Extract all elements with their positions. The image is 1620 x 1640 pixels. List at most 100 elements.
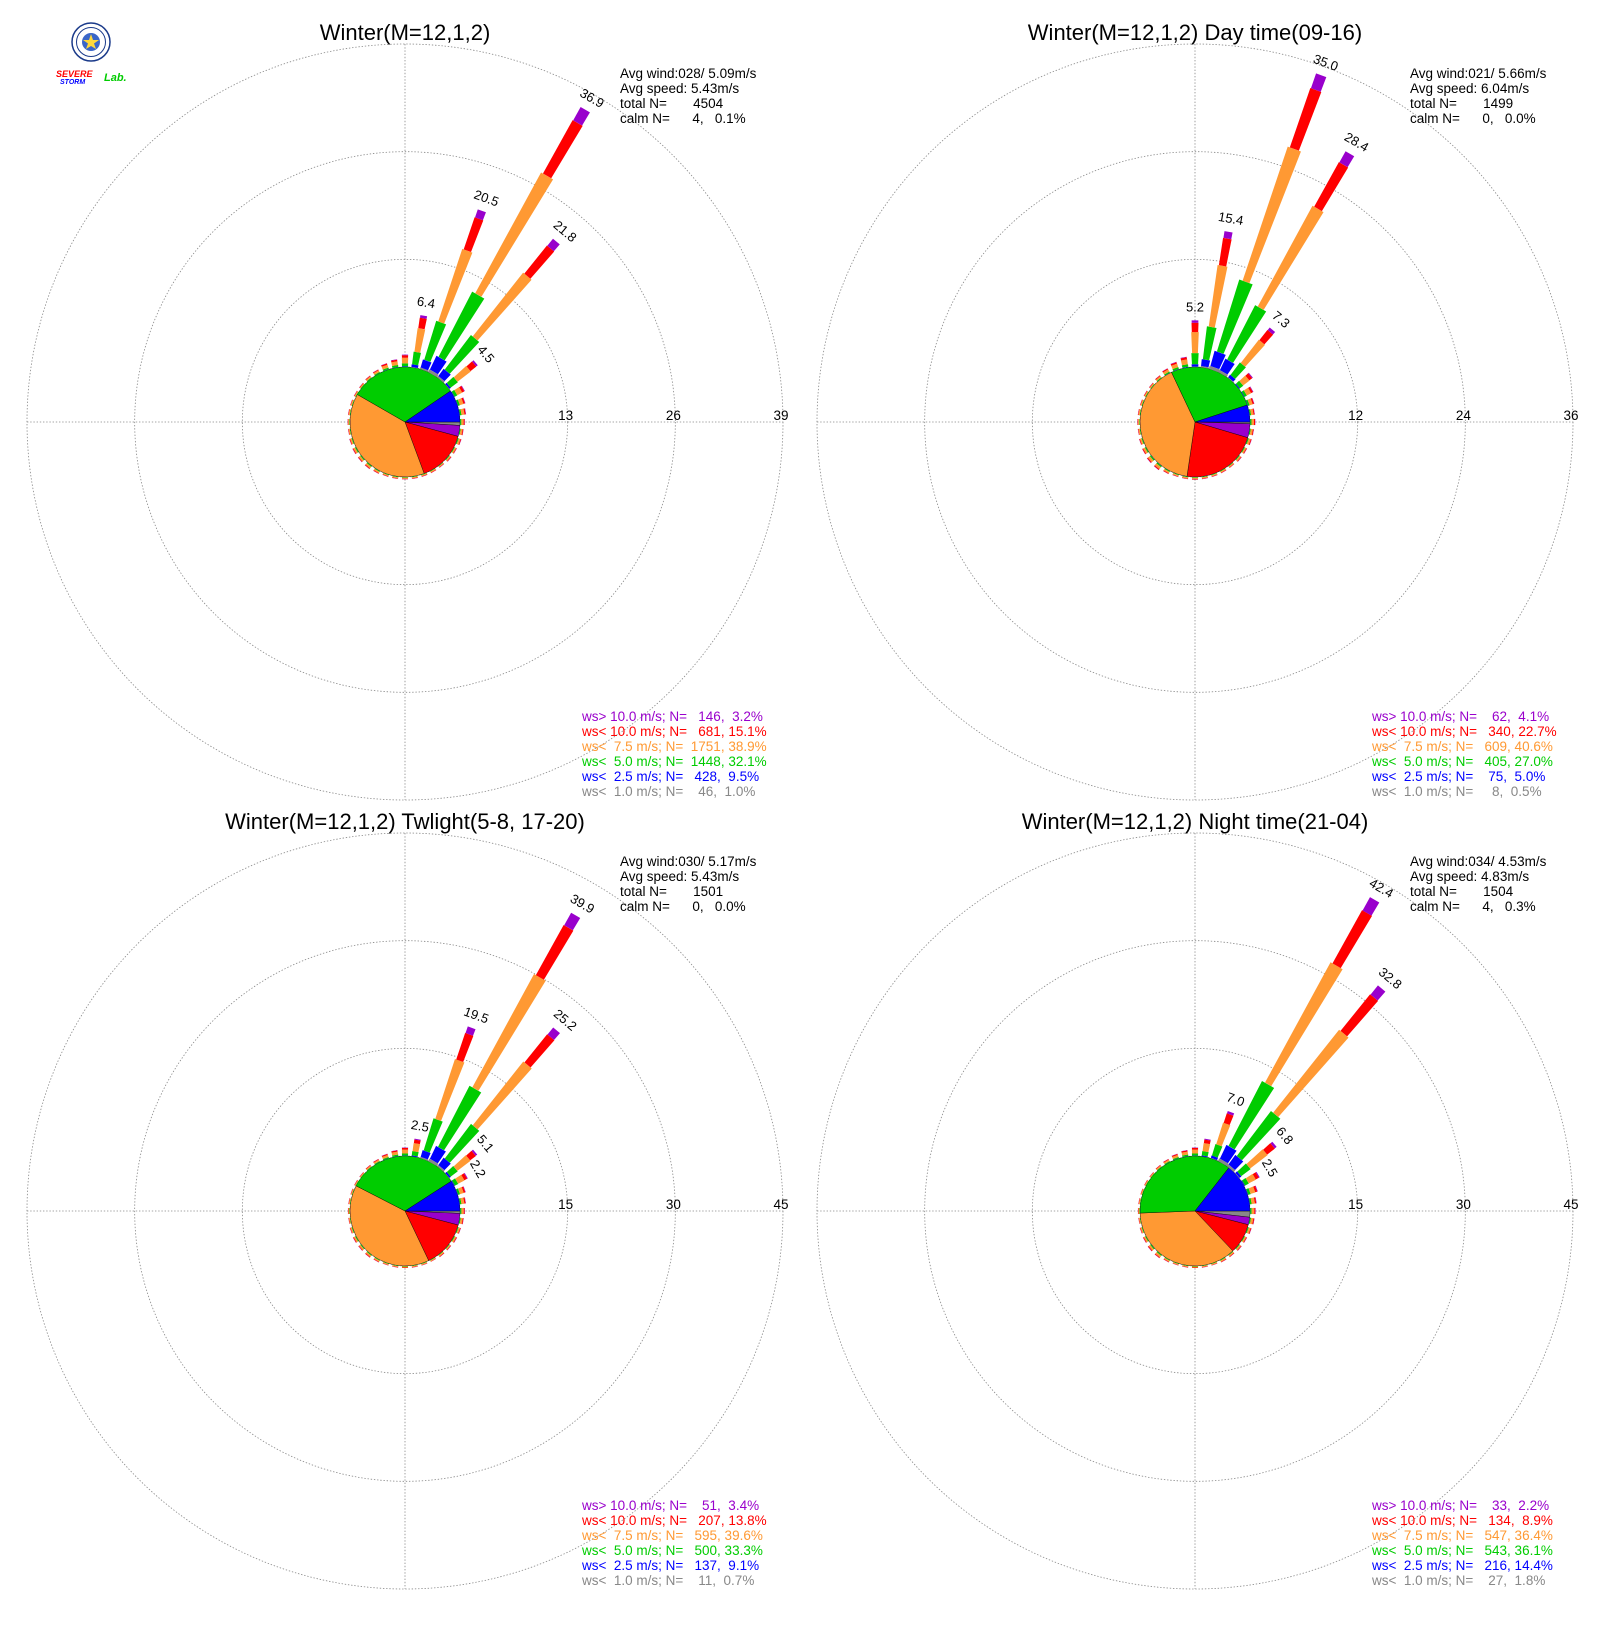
bar-segment-lt1	[1245, 400, 1248, 407]
bar-segment-lt10	[373, 1158, 379, 1163]
bar-segment-gt10	[1249, 439, 1252, 446]
bar-segment-gt10	[472, 360, 478, 367]
bar-segment-lt7_5	[1163, 1257, 1170, 1262]
bar-segment-lt2_5	[374, 372, 381, 376]
bar-segment-lt7_5	[373, 1257, 380, 1262]
bar-segment-gt10	[471, 1149, 478, 1156]
bar-segment-lt2_5	[1157, 1166, 1163, 1171]
bar-segment-lt7_5	[1247, 398, 1253, 406]
bar-segment-lt7_5	[1257, 205, 1324, 310]
bar-segment-gt10	[1172, 474, 1179, 478]
bar-segment-gt10	[1144, 1179, 1148, 1186]
bar-segment-gt10	[1226, 1110, 1235, 1116]
bar-segment-gt10	[573, 107, 590, 126]
bar-segment-gt10	[381, 363, 387, 366]
bar-segment-lt2_5	[1210, 350, 1226, 370]
bar-segment-lt10	[1237, 456, 1242, 462]
bar-segment-lt5	[444, 1123, 480, 1163]
bar-segment-lt10	[463, 1207, 465, 1215]
bar-segment-gt10	[391, 1150, 398, 1152]
bar-segment-lt2_5	[360, 1243, 365, 1249]
bar-segment-lt5	[451, 1178, 459, 1186]
bar-segment-lt10	[352, 448, 357, 455]
bar-segment-gt10	[1148, 382, 1153, 388]
bar-segment-lt5	[349, 418, 350, 426]
bar-segment-lt2_5	[1248, 428, 1250, 435]
bar-segment-lt2_5	[1201, 359, 1211, 368]
bar-segment-lt5	[392, 1264, 399, 1267]
bar-segment-lt7_5	[1149, 1172, 1155, 1178]
bar-value-label: 19.5	[462, 1004, 491, 1027]
bar-segment-lt5	[383, 472, 389, 476]
bar-segment-lt5	[1241, 1235, 1245, 1242]
bar-segment-lt7_5	[458, 1187, 464, 1195]
bar-segment-lt5	[349, 1207, 350, 1215]
bar-segment-lt7_5	[1138, 418, 1140, 426]
bar-segment-lt2_5	[350, 1198, 352, 1205]
bar-segment-lt1	[1164, 372, 1171, 376]
bar-segment-lt7_5	[1208, 264, 1228, 328]
logo-text-lab: Lab.	[104, 72, 127, 84]
bar-segment-lt10	[1138, 1198, 1140, 1205]
bar-segment-gt10	[357, 457, 362, 463]
bar-segment-lt2_5	[1235, 454, 1240, 460]
bar-segment-gt10	[447, 456, 452, 462]
bar-segment-lt10	[1340, 994, 1379, 1037]
bar-segment-lt5	[1250, 1207, 1252, 1215]
bar-value-label: 7.3	[1269, 308, 1292, 331]
bar-segment-lt7_5	[1220, 1257, 1227, 1262]
bar-segment-gt10	[475, 209, 486, 221]
ring-tick-label: 45	[773, 1197, 788, 1212]
bar-segment-lt7_5	[472, 974, 546, 1091]
stats-line: Avg wind:021/ 5.66m/s	[1410, 66, 1547, 81]
bar-segment-lt10	[1237, 1245, 1242, 1251]
bar-segment-gt10	[439, 1253, 445, 1258]
bar-segment-lt7_5	[1216, 1122, 1231, 1147]
bar-segment-lt5	[374, 1161, 381, 1165]
bar-segment-lt7_5	[1249, 428, 1253, 436]
bar-segment-lt10	[348, 1198, 350, 1205]
legend-entry-lt2_5: ws< 2.5 m/s; N= 428, 9.5%	[581, 769, 759, 784]
bar-segment-lt1	[458, 1198, 460, 1205]
bar-segment-lt7_5	[1191, 1266, 1199, 1268]
bar-segment-lt10	[352, 1237, 357, 1243]
bar-segment-lt2_5	[1164, 372, 1171, 376]
bar-segment-gt10	[350, 399, 353, 406]
bar-segment-lt10	[458, 439, 462, 445]
bar-segment-lt10	[381, 1153, 388, 1157]
bar-segment-lt2_5	[1219, 468, 1226, 472]
bar-segment-lt1	[1182, 1156, 1189, 1158]
bar-segment-gt10	[1139, 1227, 1142, 1234]
bar-segment-lt10	[1154, 465, 1160, 470]
bar-segment-lt5	[349, 1217, 352, 1224]
bar-segment-gt10	[1252, 429, 1254, 436]
bar-segment-lt1	[1157, 462, 1163, 467]
bar-segment-lt5	[374, 1257, 381, 1261]
bar-segment-gt10	[1223, 231, 1233, 240]
bar-segment-gt10	[1204, 1138, 1211, 1141]
bar-segment-lt7_5	[451, 1236, 457, 1243]
bar-segment-lt10	[461, 1186, 466, 1193]
ring-tick-label: 13	[558, 408, 573, 423]
bar-segment-lt10	[391, 359, 398, 363]
bar-segment-lt5	[1182, 475, 1189, 478]
bar-segment-lt1	[420, 1156, 429, 1161]
bar-segment-gt10	[373, 1158, 379, 1163]
bar-segment-lt7_5	[1155, 375, 1162, 382]
bar-segment-lt7_5	[438, 462, 444, 468]
bar-segment-lt5	[1145, 391, 1149, 398]
bar-segment-lt7_5	[460, 1197, 465, 1205]
bar-segment-lt7_5	[354, 1180, 359, 1186]
bar-segment-lt10	[1163, 1258, 1170, 1263]
seal-emblem	[71, 22, 111, 62]
legend-entry-gt10: ws> 10.0 m/s; N= 33, 2.2%	[1371, 1498, 1549, 1513]
bar-segment-lt7_5	[1138, 1207, 1140, 1215]
bar-segment-lt5	[1181, 364, 1189, 368]
bar-segment-lt1	[444, 1172, 450, 1179]
bar-segment-lt7_5	[1143, 447, 1148, 454]
bar-segment-lt5	[1219, 468, 1226, 472]
bar-segment-lt2_5	[1245, 437, 1248, 444]
bar-segment-lt2_5	[411, 1155, 418, 1158]
bar-segment-lt2_5	[383, 472, 390, 475]
bar-segment-lt5	[1139, 1198, 1142, 1205]
